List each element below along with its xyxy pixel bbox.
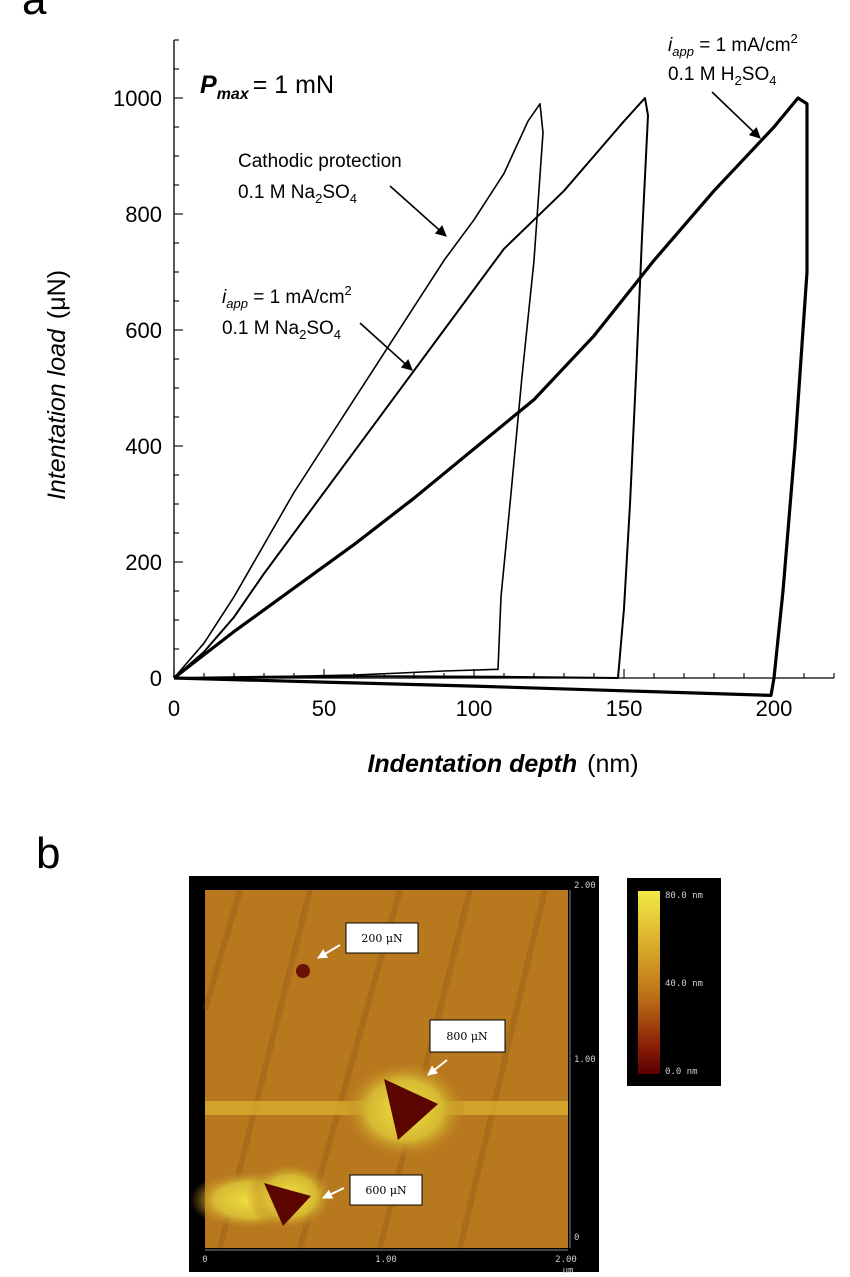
callout-arrow-600: [322, 1187, 345, 1199]
y-tick-label: 1000: [113, 86, 162, 111]
chart-a: 0 50 100 150 200 0 200 400 600 800 1000 Indentati…: [43, 31, 835, 778]
svg-text:Cathodic protection: Cathodic protection: [238, 151, 402, 172]
afm-pit-800: [384, 1079, 438, 1140]
arrow-iapp-h2so4: [711, 91, 761, 139]
x-tick-label: 200: [756, 696, 793, 721]
colorbar-label-mid: 40.0 nm: [665, 979, 703, 989]
colorbar-label-max: 80.0 nm: [665, 891, 703, 901]
chart-axes: [173, 39, 835, 679]
afm-x-tick-2: 2.00: [555, 1255, 577, 1265]
callout-arrow-200: [317, 944, 341, 959]
y-tick-label: 400: [125, 434, 162, 459]
y-tick-label: 800: [125, 202, 162, 227]
callout-800: 800 μN: [446, 1030, 488, 1043]
x-tick-label: 0: [168, 696, 180, 721]
svg-text:0.1 M H2SO4: 0.1 M H2SO4: [668, 64, 776, 88]
afm-y-tick-2: 0: [574, 1233, 579, 1243]
afm-pit-600: [264, 1183, 311, 1226]
svg-text:iapp = 1 mA/cm2: iapp = 1 mA/cm2: [668, 31, 798, 59]
callout-200: 200 μN: [361, 932, 403, 945]
afm-pit-200: [296, 964, 310, 978]
callout-box-800: [429, 1019, 506, 1053]
svg-text:0.1 M Na2SO4: 0.1 M Na2SO4: [222, 318, 341, 342]
y-axis-title: Intentation load(μN): [43, 270, 71, 500]
y-tick-label: 600: [125, 318, 162, 343]
panel-label-b: b: [36, 829, 61, 878]
afm-x-unit: μm: [563, 1266, 574, 1276]
series-line-cathodic: [173, 103, 544, 679]
colorbar-label-min: 0.0 nm: [665, 1067, 698, 1077]
series-line-iapp_h2so4: [173, 96, 809, 697]
colorbar: [638, 891, 660, 1074]
afm-x-tick-0: 0: [202, 1255, 207, 1265]
svg-text:iapp = 1 mA/cm2: iapp = 1 mA/cm2: [222, 283, 352, 311]
afm-x-tick-1: 1.00: [375, 1255, 397, 1265]
arrow-iapp-na2so4: [359, 322, 413, 371]
panel-label-a: a: [22, 0, 46, 22]
annotation-iapp-na2so4: iapp = 1 mA/cm2 0.1 M Na2SO4: [222, 283, 413, 371]
afm-y-tick-0: 2.00: [574, 881, 596, 891]
afm-y-tick-1: 1.00: [574, 1055, 596, 1065]
afm-panel: 200 μN 800 μN 600 μN 0 1.00 2.00 μm 2.00…: [189, 876, 721, 1276]
y-tick-label: 0: [150, 666, 162, 691]
callout-600: 600 μN: [365, 1184, 407, 1197]
y-tick-label: 200: [125, 550, 162, 575]
series-line-iapp_na2so4: [173, 97, 649, 679]
x-tick-label: 100: [456, 696, 493, 721]
annotation-cathodic: Cathodic protection 0.1 M Na2SO4: [238, 151, 447, 237]
callout-arrow-800: [427, 1059, 448, 1076]
arrow-cathodic: [389, 185, 447, 237]
annotation-iapp-h2so4: iapp = 1 mA/cm2 0.1 M H2SO4: [668, 31, 798, 139]
pmax-annotation: Pmax = 1 mN: [200, 71, 334, 103]
x-tick-label: 50: [312, 696, 336, 721]
svg-text:0.1 M Na2SO4: 0.1 M Na2SO4: [238, 182, 357, 206]
chart-series: [173, 96, 809, 697]
x-tick-label: 150: [606, 696, 643, 721]
callout-box-200: [345, 922, 419, 954]
y-tick-labels: 0 200 400 600 800 1000: [113, 86, 162, 691]
x-axis-title: Indentation depth (nm): [367, 750, 638, 778]
callout-box-600: [349, 1174, 423, 1206]
x-tick-labels: 0 50 100 150 200: [168, 696, 792, 721]
